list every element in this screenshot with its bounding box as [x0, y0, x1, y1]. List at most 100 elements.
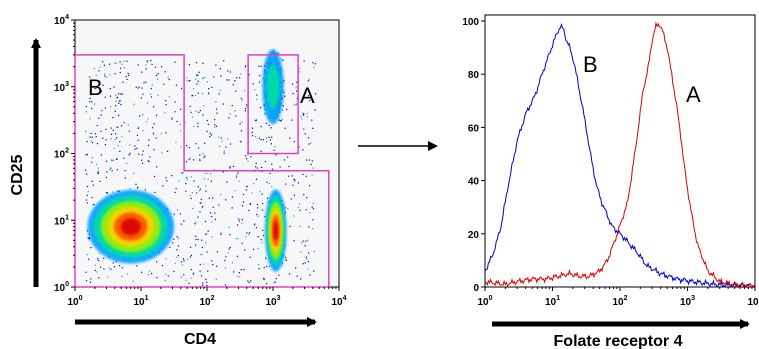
event-dot [102, 138, 103, 139]
event-dot [203, 157, 204, 158]
event-dot [133, 173, 134, 174]
event-dot [198, 93, 199, 94]
event-dot [271, 137, 272, 138]
event-dot [143, 82, 144, 83]
gate-b-label: B [88, 75, 103, 100]
event-dot [121, 136, 122, 137]
event-dot [232, 207, 233, 208]
event-dot [114, 139, 115, 140]
event-dot [111, 134, 112, 135]
density-core [273, 221, 278, 240]
event-dot [262, 194, 263, 195]
event-dot [126, 163, 127, 164]
event-dot [178, 245, 179, 246]
x-tick-label: 104 [331, 295, 346, 308]
event-dot [298, 207, 299, 208]
event-dot [119, 101, 120, 102]
event-dot [244, 90, 245, 91]
event-dot [248, 234, 249, 235]
event-dot [195, 79, 196, 80]
event-dot [289, 138, 290, 139]
event-dot [154, 176, 155, 177]
event-dot [238, 238, 239, 239]
event-dot [264, 113, 265, 114]
event-dot [235, 110, 236, 111]
event-dot [233, 84, 234, 85]
event-dot [308, 143, 309, 144]
event-dot [185, 191, 186, 192]
event-dot [220, 90, 221, 91]
event-dot [101, 110, 102, 111]
event-dot [156, 166, 157, 167]
event-dot [128, 125, 129, 126]
event-dot [306, 197, 307, 198]
event-dot [145, 64, 146, 65]
event-dot [87, 202, 88, 203]
event-dot [282, 119, 283, 120]
event-dot [193, 126, 194, 127]
event-dot [166, 258, 167, 259]
event-dot [275, 282, 276, 283]
event-dot [182, 264, 183, 265]
event-dot [110, 88, 111, 89]
event-dot [246, 104, 247, 105]
event-dot [141, 97, 142, 98]
event-dot [114, 266, 115, 267]
event-dot [294, 195, 295, 196]
event-dot [173, 271, 174, 272]
event-dot [134, 145, 135, 146]
event-dot [165, 273, 166, 274]
event-dot [176, 257, 177, 258]
dotplot-panel: 100 101 102 103 104100101102103104 CD4 CD25 … [9, 14, 347, 348]
event-dot [204, 155, 205, 156]
event-dot [245, 110, 246, 111]
event-dot [197, 74, 198, 75]
event-dot [198, 112, 199, 113]
event-dot [172, 242, 173, 243]
event-dot [202, 285, 203, 286]
event-dot [303, 263, 304, 264]
event-dot [216, 279, 217, 280]
event-dot [253, 183, 254, 184]
event-dot [287, 157, 288, 158]
event-dot [117, 127, 118, 128]
event-dot [150, 60, 151, 61]
event-dot [125, 178, 126, 179]
event-dot [195, 236, 196, 237]
event-dot [211, 181, 212, 182]
event-dot [294, 181, 295, 182]
event-dot [211, 236, 212, 237]
event-dot [307, 240, 308, 241]
event-dot [200, 271, 201, 272]
event-dot [253, 83, 254, 84]
event-dot [176, 142, 177, 143]
event-dot [183, 260, 184, 261]
event-dot [178, 238, 179, 239]
event-dot [86, 106, 87, 107]
event-dot [151, 96, 152, 97]
event-dot [97, 125, 98, 126]
event-dot [293, 215, 294, 216]
event-dot [235, 115, 236, 116]
event-dot [306, 209, 307, 210]
event-dot [202, 93, 203, 94]
event-dot [222, 141, 223, 142]
event-dot [243, 201, 244, 202]
event-dot [110, 168, 111, 169]
event-dot [301, 242, 302, 243]
event-dot [297, 276, 298, 277]
event-dot [291, 198, 292, 199]
event-dot [200, 203, 201, 204]
event-dot [285, 128, 286, 129]
event-dot [215, 101, 216, 102]
event-dot [261, 242, 262, 243]
event-dot [123, 158, 124, 159]
event-dot [224, 260, 225, 261]
event-dot [242, 205, 243, 206]
event-dot [278, 52, 279, 53]
event-dot [215, 219, 216, 220]
event-dot [207, 173, 208, 174]
event-dot [269, 266, 270, 267]
event-dot [186, 177, 187, 178]
